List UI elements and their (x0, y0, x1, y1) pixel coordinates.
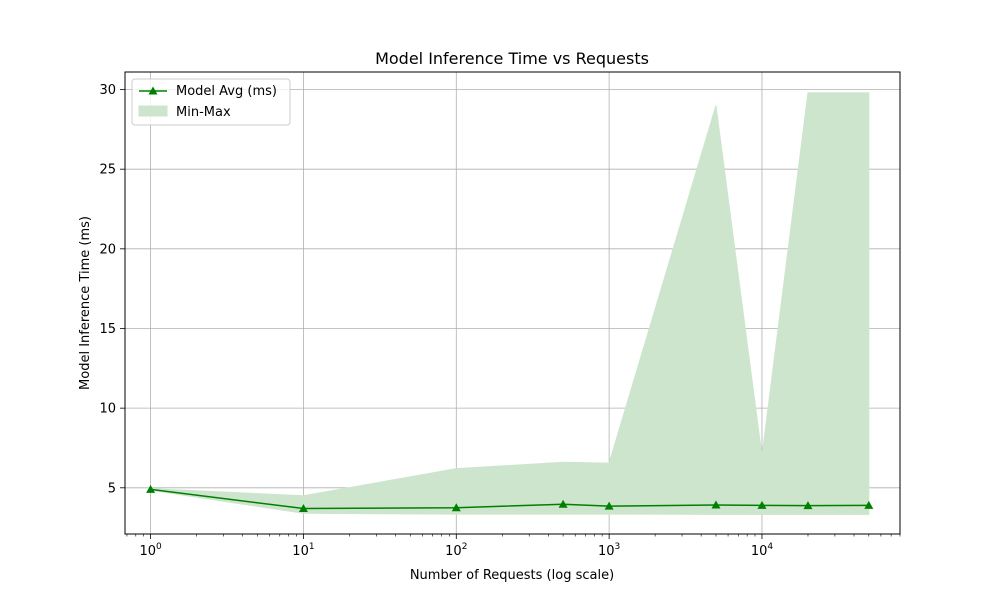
x-tick-label: 104 (751, 542, 774, 559)
avg-point-marker (558, 499, 568, 508)
y-tick-label: 10 (99, 402, 116, 417)
avg-point-marker (864, 500, 874, 509)
y-tick-label: 15 (99, 322, 116, 337)
y-tick-label: 25 (99, 163, 116, 178)
avg-point-marker (803, 501, 813, 510)
legend-band-swatch (138, 105, 168, 117)
axes (124, 71, 901, 535)
legend: Model Avg (ms) Min-Max (131, 78, 291, 126)
y-tick-label: 20 (99, 242, 116, 257)
avg-point-marker (146, 484, 156, 493)
x-tick-label: 103 (598, 542, 620, 559)
legend-triangle-marker (148, 86, 158, 95)
avg-point-marker (298, 504, 308, 513)
ticks: 100 101 102 103 104 5 10 15 20 25 30 (99, 83, 901, 559)
legend-label-avg: Model Avg (ms) (176, 84, 277, 99)
y-tick-label: 5 (108, 481, 116, 496)
x-tick-label: 101 (292, 542, 314, 559)
avg-point-marker (604, 501, 614, 510)
chart-title: Model Inference Time vs Requests (375, 49, 649, 68)
x-tick-label: 100 (139, 542, 162, 559)
x-tick-label: 102 (445, 542, 467, 559)
avg-point-marker (711, 500, 721, 509)
min-max-band (150, 92, 870, 515)
plot-frame (124, 71, 901, 535)
y-axis-title: Model Inference Time (ms) (78, 216, 93, 390)
min-max-band-layer (150, 92, 870, 515)
legend-label-minmax: Min-Max (176, 105, 231, 120)
avg-point-marker (451, 503, 461, 512)
legend-frame (131, 78, 291, 126)
y-tick-label: 30 (99, 83, 116, 98)
avg-line-layer (146, 484, 874, 513)
x-axis-title: Number of Requests (log scale) (410, 568, 614, 583)
avg-point-marker (757, 500, 767, 509)
